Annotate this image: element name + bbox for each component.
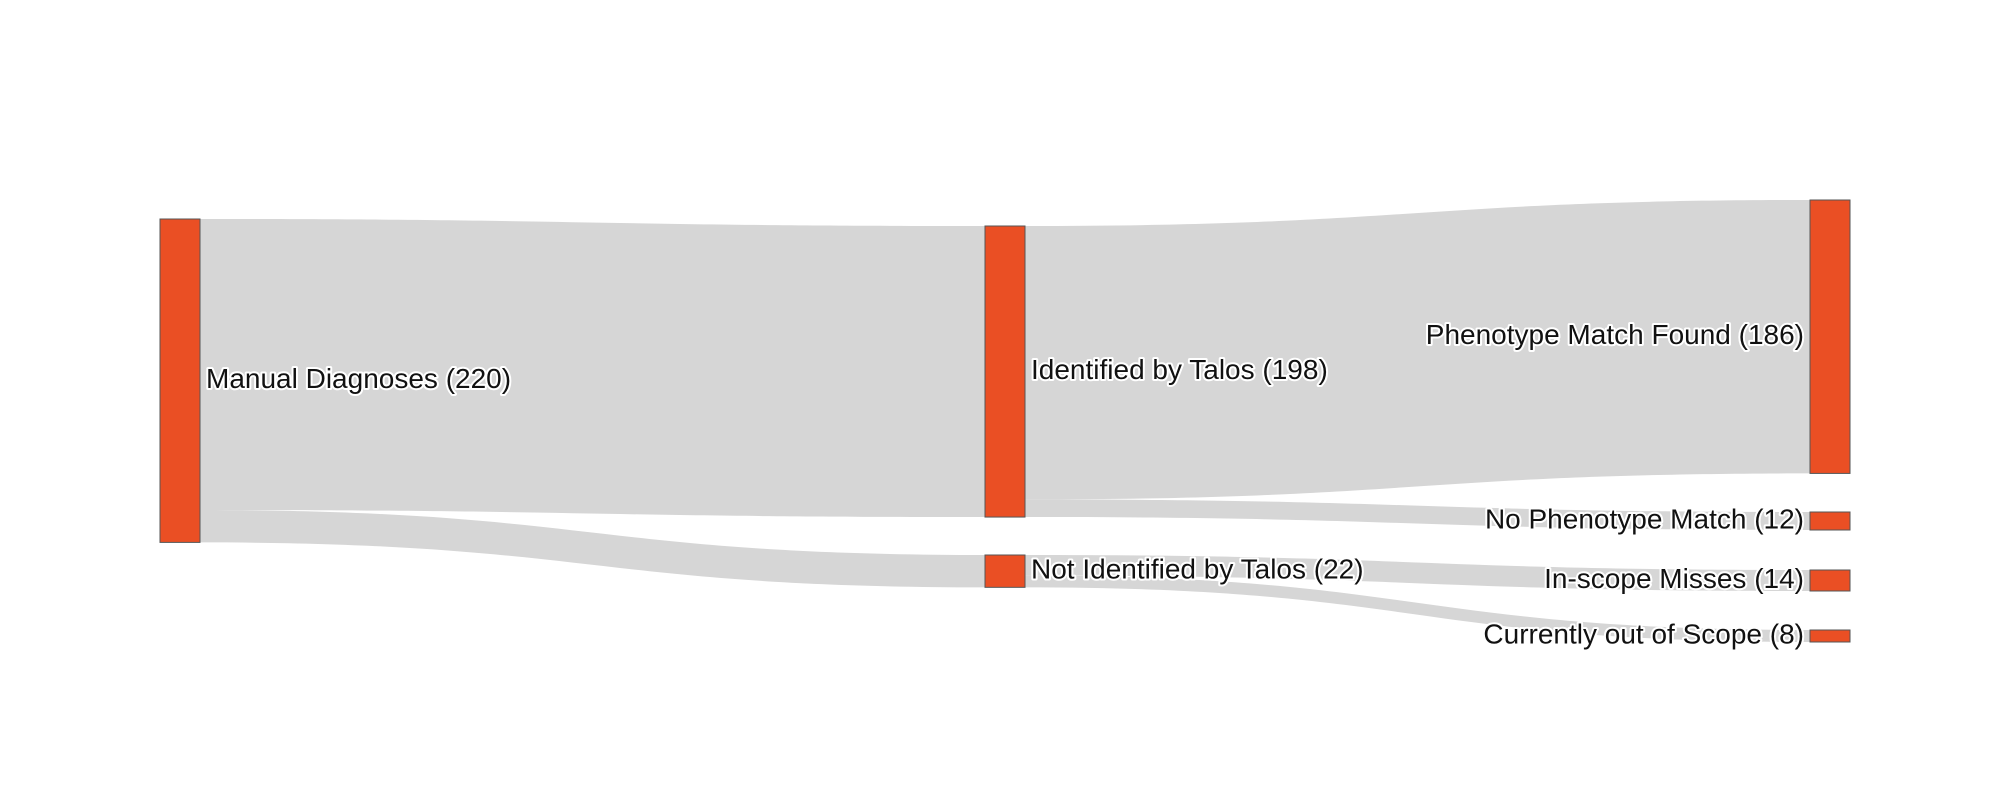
sankey-nodes (159, 199, 1851, 643)
sankey-links (200, 200, 1810, 642)
node-label-out_of_scope: Currently out of Scope (8) (1483, 618, 1804, 649)
node-label-not_identified: Not Identified by Talos (22) (1031, 554, 1364, 585)
link-identified-to-no_phenotype_match (1025, 499, 1810, 530)
node-inscope_misses (1809, 569, 1851, 592)
node-identified (984, 225, 1026, 518)
node-label-no_phenotype_match: No Phenotype Match (12) (1485, 503, 1804, 534)
node-label-phenotype_match: Phenotype Match Found (186) (1426, 319, 1804, 350)
node-manual (159, 218, 201, 543)
node-label-identified: Identified by Talos (198) (1031, 354, 1328, 385)
node-label-manual: Manual Diagnoses (220) (206, 363, 511, 394)
node-not_identified (984, 554, 1026, 588)
link-identified-to-phenotype_match (1025, 200, 1810, 500)
node-label-inscope_misses: In-scope Misses (14) (1544, 563, 1804, 594)
link-not_identified-to-out_of_scope (1025, 575, 1810, 642)
link-manual-to-identified (200, 219, 985, 518)
link-manual-to-not_identified (200, 510, 985, 588)
link-not_identified-to-inscope_misses (1025, 555, 1810, 591)
sankey-labels: Manual Diagnoses (220) Identified by Talo… (204, 317, 1806, 651)
node-no_phenotype_match (1809, 511, 1851, 531)
node-phenotype_match (1809, 199, 1851, 474)
node-out_of_scope (1809, 629, 1851, 643)
